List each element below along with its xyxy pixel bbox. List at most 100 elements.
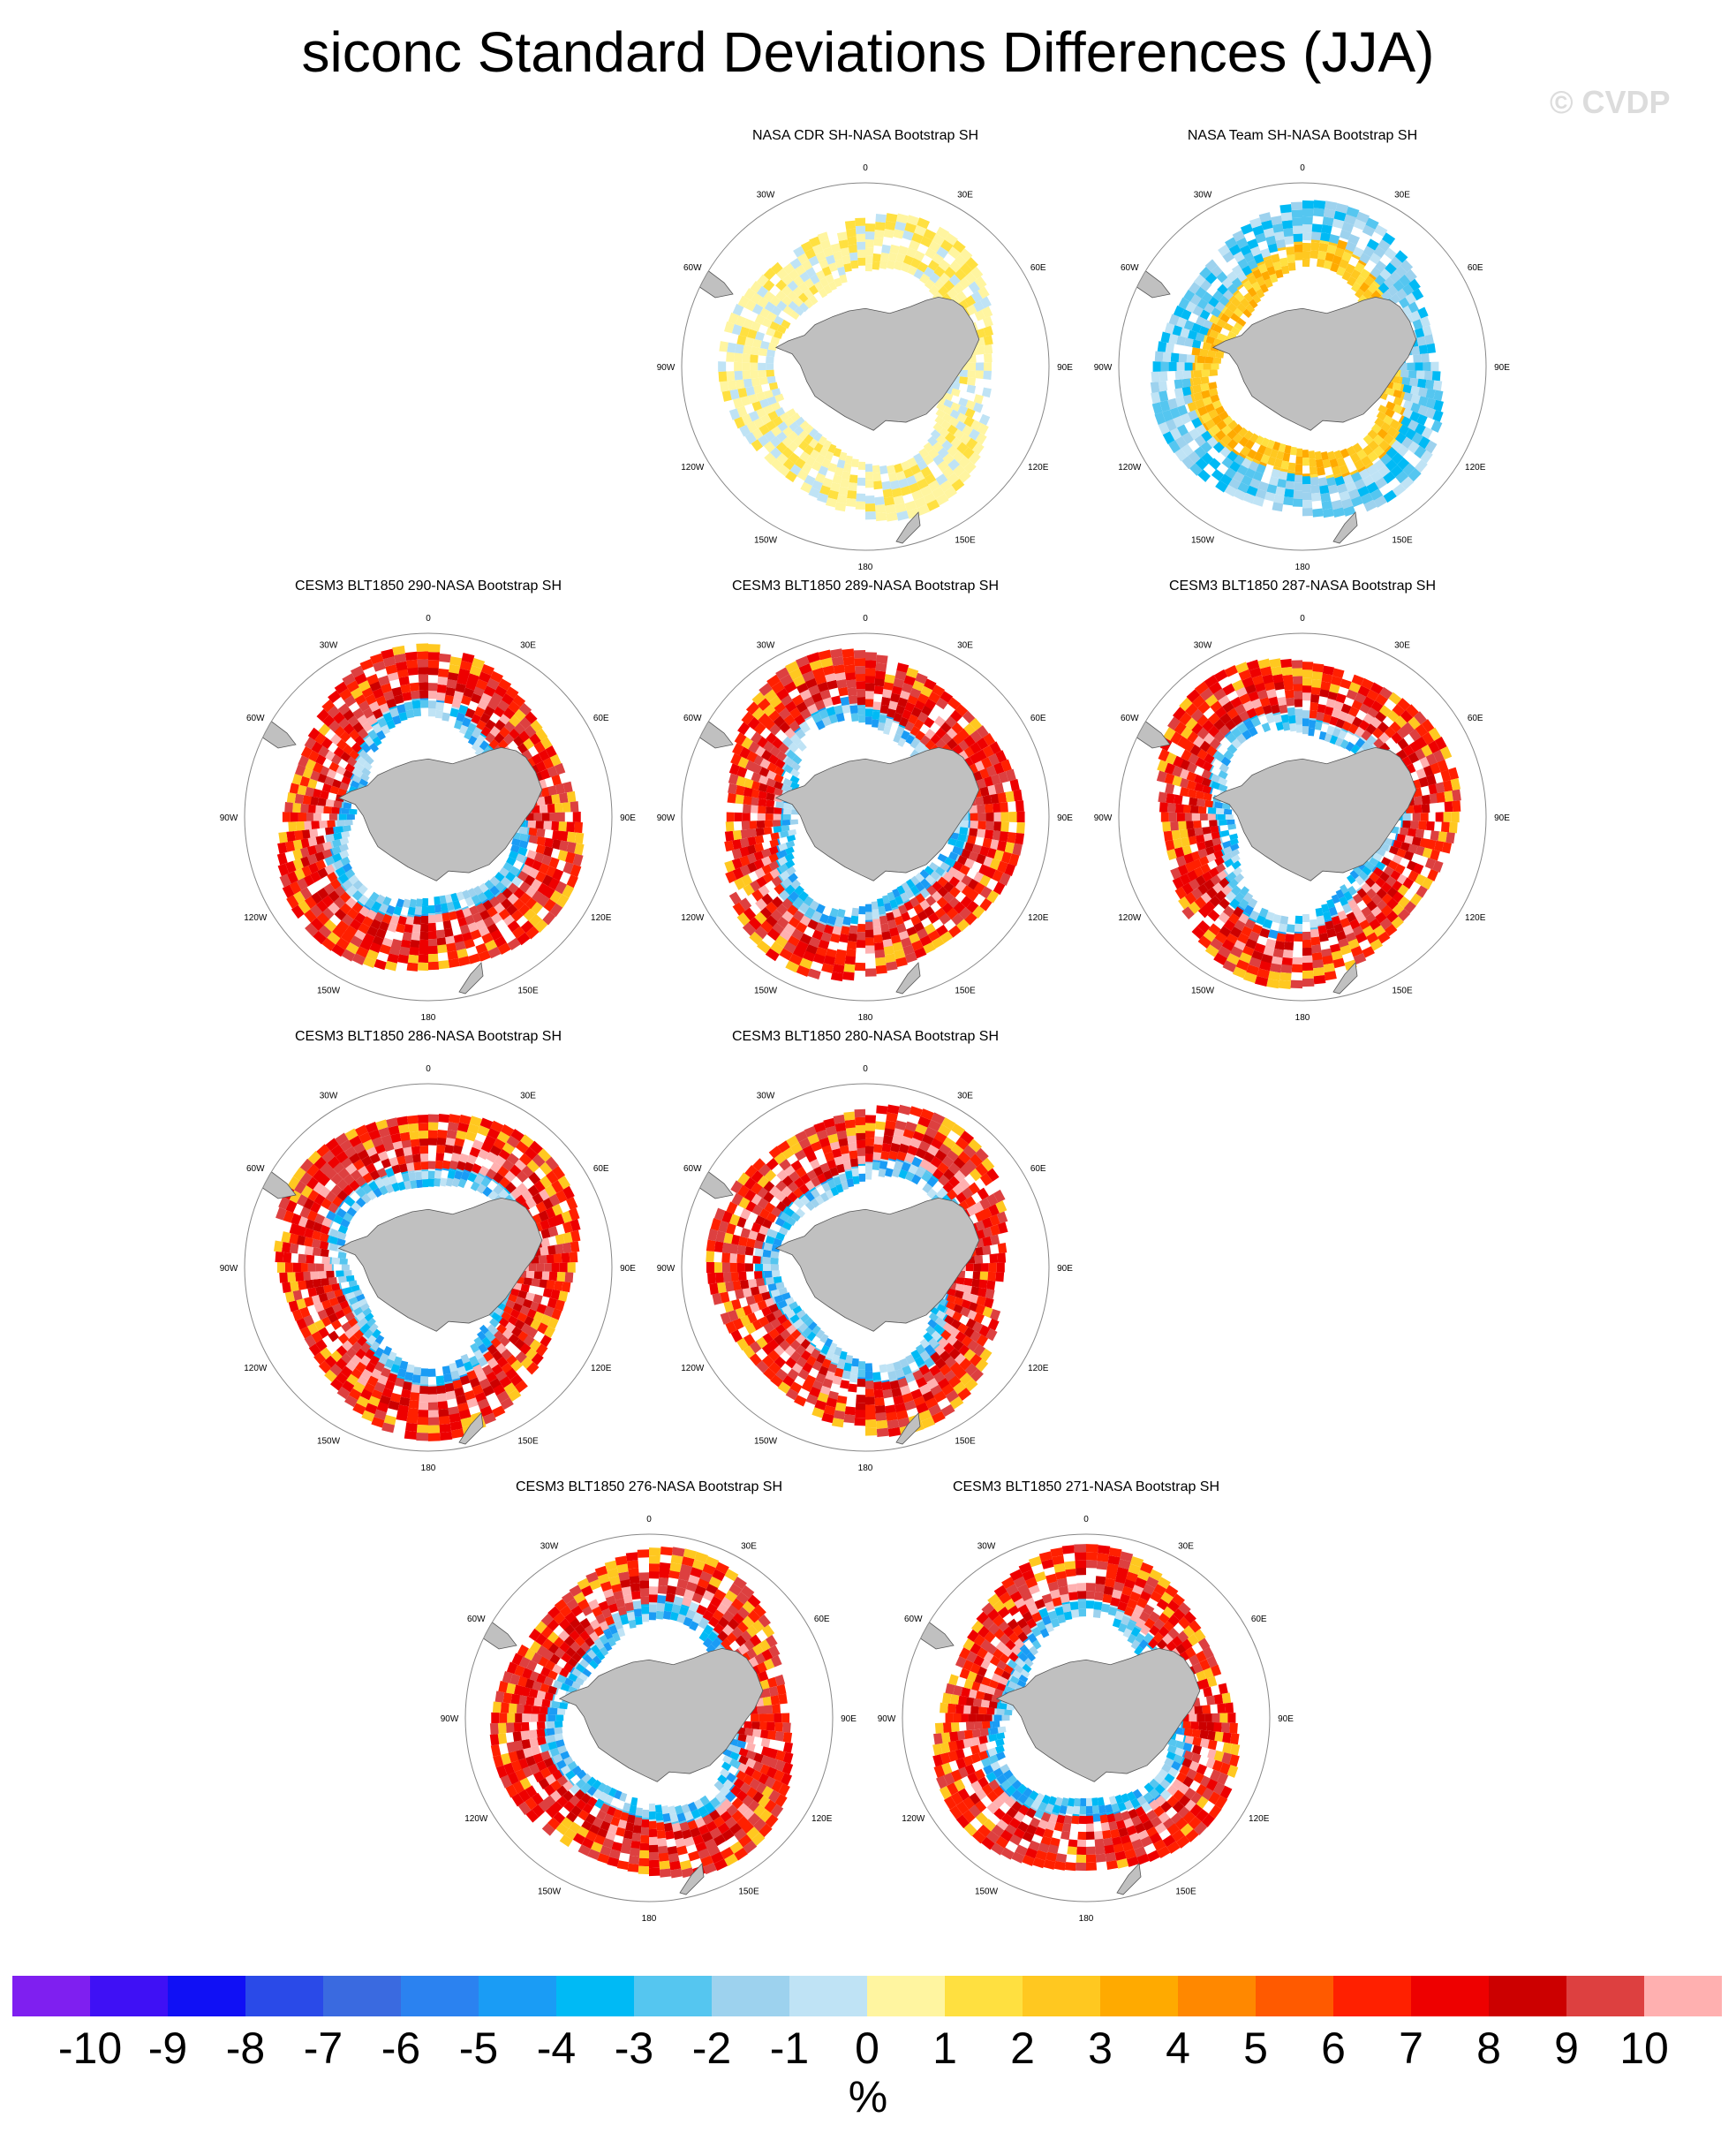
ice-anomaly-cell <box>1302 508 1313 517</box>
ice-anomaly-cell <box>1194 896 1207 910</box>
ice-anomaly-cell <box>741 711 755 725</box>
ice-anomaly-cell <box>1213 718 1226 731</box>
ice-anomaly-cell <box>751 377 760 387</box>
ice-anomaly-cell <box>904 952 917 964</box>
ice-anomaly-cell <box>877 722 886 731</box>
longitude-label: 60E <box>1468 263 1483 273</box>
ice-anomaly-cell <box>539 863 550 874</box>
ice-anomaly-cell <box>1231 264 1243 276</box>
ice-anomaly-cell <box>874 221 886 231</box>
ice-anomaly-cell <box>355 1348 366 1360</box>
ice-anomaly-cell <box>282 884 295 898</box>
ice-anomaly-cell <box>1287 462 1296 472</box>
ice-anomaly-cell <box>781 819 791 826</box>
ice-anomaly-cell <box>1180 412 1191 425</box>
ice-anomaly-cell <box>1281 957 1293 967</box>
ice-anomaly-cell <box>892 942 903 952</box>
ice-anomaly-cell <box>1445 832 1455 844</box>
ice-anomaly-cell <box>1355 275 1366 286</box>
ice-anomaly-cell <box>964 1196 977 1208</box>
ice-anomaly-cell <box>489 1378 502 1390</box>
ice-anomaly-cell <box>904 1152 916 1163</box>
ice-anomaly-cell <box>1215 863 1227 874</box>
ice-anomaly-cell <box>449 911 458 921</box>
ice-anomaly-cell <box>312 1247 321 1257</box>
ice-anomaly-cell <box>511 875 523 888</box>
ice-anomaly-cell <box>988 753 1000 766</box>
ice-anomaly-cell <box>801 260 813 271</box>
ice-anomaly-cell <box>1286 246 1295 255</box>
ice-anomaly-cell <box>964 912 977 926</box>
ice-anomaly-cell <box>819 1191 829 1202</box>
ice-anomaly-cell <box>330 1320 343 1331</box>
ice-anomaly-cell <box>1233 307 1243 318</box>
ice-anomaly-cell <box>1373 925 1386 937</box>
ice-anomaly-cell <box>847 941 857 950</box>
ice-anomaly-cell <box>1291 660 1302 669</box>
ice-anomaly-cell <box>994 783 1005 794</box>
ice-anomaly-cell <box>917 217 931 230</box>
ice-anomaly-cell <box>364 1349 375 1360</box>
ice-anomaly-cell <box>1204 403 1215 413</box>
ice-anomaly-cell <box>814 473 826 484</box>
ice-anomaly-cell <box>478 949 491 962</box>
ice-anomaly-cell <box>983 370 992 380</box>
ice-anomaly-cell <box>428 667 439 676</box>
ice-anomaly-cell <box>838 486 849 496</box>
ice-anomaly-cell <box>290 812 298 822</box>
ice-anomaly-cell <box>831 1354 841 1365</box>
ice-anomaly-cell <box>487 677 500 691</box>
ice-anomaly-cell <box>366 1190 377 1201</box>
ice-anomaly-cell <box>1392 703 1406 717</box>
ice-anomaly-cell <box>765 1235 775 1244</box>
ice-anomaly-cell <box>554 1214 565 1226</box>
ice-anomaly-cell <box>1184 891 1197 905</box>
ice-anomaly-cell <box>964 858 975 869</box>
ice-anomaly-cell <box>1393 279 1405 292</box>
ice-anomaly-cell <box>407 906 416 916</box>
ice-anomaly-cell <box>315 753 327 766</box>
ice-anomaly-cell <box>499 1376 512 1388</box>
ice-anomaly-cell <box>770 426 782 437</box>
ice-anomaly-cell <box>928 861 940 872</box>
ice-anomaly-cell <box>562 1221 573 1234</box>
ice-anomaly-cell <box>1380 421 1392 433</box>
ice-anomaly-cell <box>1173 415 1184 428</box>
ice-anomaly-cell <box>918 1364 931 1376</box>
ice-anomaly-cell <box>1355 932 1368 944</box>
ice-anomaly-cell <box>1189 878 1201 891</box>
ice-anomaly-cell <box>887 708 896 718</box>
ice-anomaly-cell <box>1200 441 1212 454</box>
ice-anomaly-cell <box>836 908 846 919</box>
ice-anomaly-cell <box>990 774 1001 785</box>
ice-anomaly-cell <box>1257 263 1268 274</box>
longitude-label: 30W <box>757 640 775 650</box>
ice-anomaly-cell <box>943 486 957 500</box>
ice-anomaly-cell <box>327 705 340 719</box>
ice-anomaly-cell <box>721 390 732 402</box>
ice-anomaly-cell <box>803 696 815 707</box>
ice-anomaly-cell <box>443 1373 453 1383</box>
ice-anomaly-cell <box>496 1390 510 1403</box>
ice-anomaly-cell <box>938 285 949 297</box>
ice-anomaly-cell <box>1337 910 1347 921</box>
ice-anomaly-cell <box>771 458 783 471</box>
ice-anomaly-cell <box>1311 223 1323 233</box>
ice-anomaly-cell <box>767 1229 778 1238</box>
ice-anomaly-cell <box>1000 812 1009 822</box>
ice-anomaly-cell <box>1370 423 1382 435</box>
ice-anomaly-cell <box>436 684 447 693</box>
ice-anomaly-cell <box>825 273 834 284</box>
ice-anomaly-cell <box>774 758 786 769</box>
new-zealand-landmass <box>895 962 921 995</box>
ice-anomaly-cell <box>935 697 948 710</box>
ice-anomaly-cell <box>952 1184 964 1196</box>
ice-anomaly-cell <box>810 1198 820 1208</box>
ice-anomaly-cell <box>830 243 842 253</box>
ice-anomaly-cell <box>344 1196 356 1207</box>
ice-anomaly-cell <box>1430 762 1441 775</box>
ice-anomaly-cell <box>857 696 865 706</box>
ice-anomaly-cell <box>1393 404 1403 414</box>
ice-anomaly-cell <box>857 257 865 266</box>
ice-anomaly-cell <box>419 1138 428 1146</box>
